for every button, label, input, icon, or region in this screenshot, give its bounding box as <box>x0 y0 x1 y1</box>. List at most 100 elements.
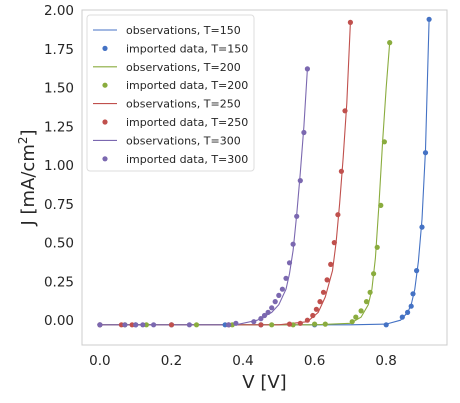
data-point <box>290 241 296 247</box>
data-point <box>410 291 416 297</box>
data-point <box>324 277 330 283</box>
data-point <box>322 321 328 327</box>
data-point <box>338 168 344 174</box>
data-point <box>378 202 384 208</box>
data-point <box>276 292 282 298</box>
x-tick-label: 0.2 <box>161 353 182 369</box>
data-point <box>414 268 420 274</box>
x-axis-label: V [V] <box>242 372 286 393</box>
y-tick-label: 1.50 <box>44 81 74 97</box>
data-point <box>283 275 289 281</box>
y-tick-label: 0.50 <box>44 236 74 252</box>
x-tick-label: 0.0 <box>89 353 110 369</box>
data-point <box>265 309 271 315</box>
series-layer <box>97 16 432 328</box>
data-point <box>358 308 364 314</box>
data-point <box>143 322 149 328</box>
data-point <box>301 129 307 136</box>
data-point <box>387 40 393 46</box>
data-point <box>269 305 275 311</box>
legend-entry-label: imported data, T=250 <box>126 116 248 129</box>
data-point <box>226 322 232 328</box>
data-point <box>381 139 387 145</box>
data-point <box>408 303 414 309</box>
data-point <box>347 19 353 25</box>
legend: observations, T=150 imported data, T=150 o… <box>86 14 255 172</box>
data-point <box>222 322 228 328</box>
data-point <box>297 320 303 326</box>
y-tick-label: 2.00 <box>44 3 74 19</box>
legend-frame <box>86 14 255 172</box>
legend-marker-swatch <box>102 119 108 125</box>
data-point <box>422 150 429 156</box>
data-point <box>313 306 319 312</box>
y-tick-label: 0.75 <box>44 197 74 213</box>
data-point <box>269 322 275 328</box>
data-point <box>312 321 318 327</box>
legend-entry-label: imported data, T=200 <box>126 79 248 92</box>
data-point <box>367 289 373 295</box>
data-point <box>279 286 285 292</box>
data-point <box>399 314 405 320</box>
data-point <box>286 260 293 266</box>
data-point <box>342 108 348 114</box>
x-axis-ticks: 0.0 0.2 0.4 0.6 0.8 <box>89 353 397 369</box>
y-axis-label: J [mA/cm2] <box>16 129 39 226</box>
data-point <box>426 16 432 22</box>
data-point <box>310 312 316 319</box>
data-point <box>297 178 303 184</box>
data-point <box>419 224 425 230</box>
data-point <box>133 322 139 328</box>
data-point <box>349 319 355 325</box>
y-tick-label: 1.25 <box>44 119 74 135</box>
data-point <box>272 299 278 305</box>
data-point <box>383 322 389 328</box>
data-point <box>304 66 310 72</box>
data-point <box>328 261 334 267</box>
series-line <box>99 42 391 326</box>
data-point <box>122 322 128 328</box>
data-point <box>317 299 323 305</box>
data-point <box>353 314 359 320</box>
data-point <box>129 322 135 328</box>
data-point <box>363 299 370 305</box>
y-axis-label-close: ] <box>18 129 39 136</box>
data-point <box>233 320 239 326</box>
legend-marker-swatch <box>102 156 108 162</box>
legend-entry-label: observations, T=150 <box>126 24 241 37</box>
data-point <box>304 317 310 323</box>
legend-marker-swatch <box>102 45 108 52</box>
data-point <box>286 321 293 327</box>
data-point <box>251 319 257 325</box>
data-point <box>294 213 300 219</box>
y-tick-label: 1.75 <box>44 42 74 58</box>
x-tick-label: 0.6 <box>304 353 325 369</box>
legend-entry-label: imported data, T=150 <box>126 42 248 55</box>
legend-entry-label: imported data, T=300 <box>126 153 248 166</box>
y-axis-ticks: 0.00 0.25 0.50 0.75 1.00 1.25 1.50 1.75 2.00 <box>44 3 74 329</box>
data-point <box>186 322 192 328</box>
data-point <box>258 316 264 322</box>
x-tick-label: 0.4 <box>232 353 253 369</box>
data-point <box>374 244 380 250</box>
data-point <box>405 309 411 315</box>
data-point <box>193 322 200 328</box>
data-point <box>168 322 175 328</box>
data-point <box>140 322 146 328</box>
legend-entry-label: observations, T=200 <box>126 61 241 74</box>
data-point <box>97 322 103 328</box>
y-tick-label: 1.00 <box>44 158 74 174</box>
legend-marker-swatch <box>102 82 108 88</box>
legend-entry-label: observations, T=250 <box>126 98 241 111</box>
data-point <box>258 322 264 328</box>
legend-entry-label: observations, T=300 <box>126 134 241 147</box>
y-tick-label: 0.00 <box>44 313 74 329</box>
data-point <box>151 322 157 328</box>
y-axis-label-main: J [mA/cm <box>18 144 39 226</box>
data-point <box>371 271 377 277</box>
plot-area: 0.0 0.2 0.4 0.6 0.8 0.00 0.25 0.50 0.75 1.00 1.25… <box>44 3 448 369</box>
data-point <box>331 240 337 246</box>
data-point <box>261 312 268 319</box>
y-tick-label: 0.25 <box>44 274 74 290</box>
